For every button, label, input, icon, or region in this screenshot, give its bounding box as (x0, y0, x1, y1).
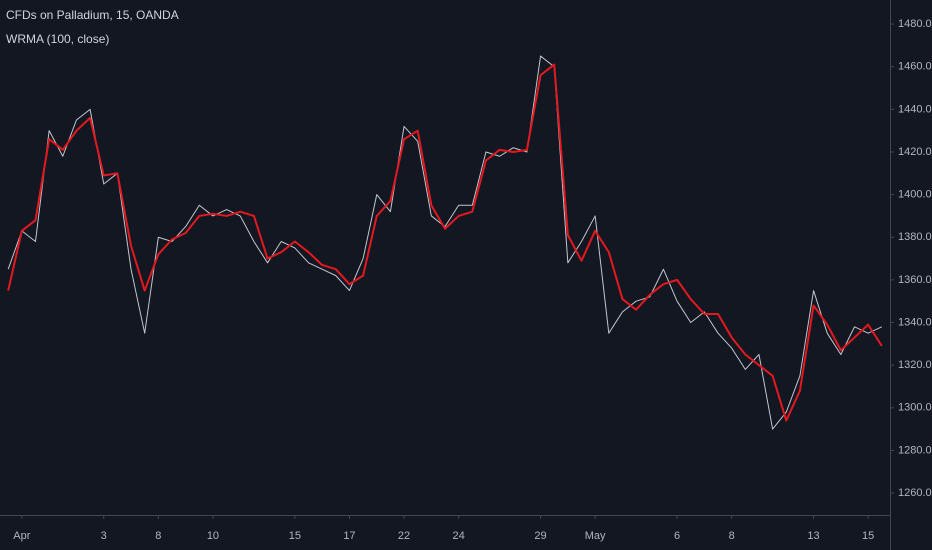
x-tick-label: Apr (13, 530, 30, 542)
x-tick-label: May (585, 530, 606, 542)
x-tick-label: 15 (862, 530, 874, 542)
y-tick-label: 1280.000 (898, 444, 932, 456)
y-tick-label: 1340.000 (898, 316, 932, 328)
y-tick-label: 1480.000 (898, 18, 932, 30)
legend-entry: WRMA (100, close) (6, 32, 109, 46)
chart-title: CFDs on Palladium, 15, OANDA (6, 8, 179, 22)
y-tick-label: 1360.000 (898, 274, 932, 286)
y-tick-label: 1260.000 (898, 487, 932, 499)
x-tick-label: 8 (729, 530, 735, 542)
x-tick-label: 8 (155, 530, 161, 542)
y-tick-label: 1300.000 (898, 402, 932, 414)
x-tick-label: 29 (534, 530, 546, 542)
x-tick-label: 24 (453, 530, 465, 542)
x-tick-label: 22 (398, 530, 410, 542)
y-tick-label: 1380.000 (898, 231, 932, 243)
x-tick-label: 10 (207, 530, 219, 542)
price-line (7, 63, 883, 422)
x-tick-label: 3 (101, 530, 107, 542)
y-tick-label: 1320.000 (898, 359, 932, 371)
price-line (7, 55, 883, 430)
x-tick-label: 13 (807, 530, 819, 542)
x-tick-label: 17 (343, 530, 355, 542)
y-tick-label: 1400.000 (898, 189, 932, 201)
x-tick-label: 6 (674, 530, 680, 542)
y-tick-label: 1460.000 (898, 61, 932, 73)
y-tick-label: 1440.000 (898, 103, 932, 115)
y-tick-label: 1420.000 (898, 146, 932, 158)
x-tick-label: 15 (289, 530, 301, 542)
